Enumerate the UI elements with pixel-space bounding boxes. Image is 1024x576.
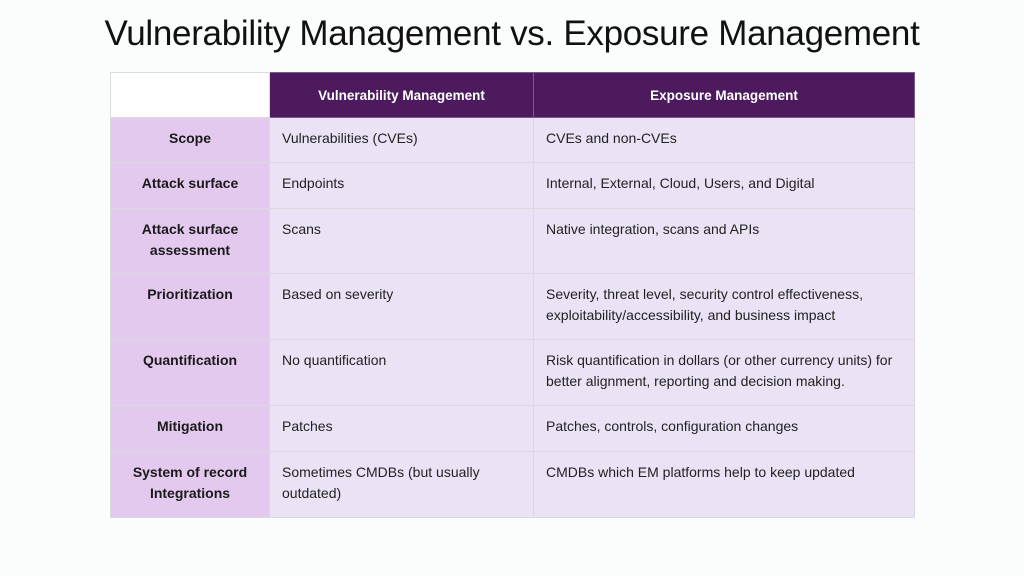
row-label-attack-surface: Attack surface	[110, 162, 270, 209]
table-row: Mitigation Patches Patches, controls, co…	[110, 405, 915, 452]
em-cell: Native integration, scans and APIs	[533, 208, 915, 274]
vm-cell: Sometimes CMDBs (but usually outdated)	[269, 451, 534, 518]
vm-cell: Patches	[269, 405, 534, 452]
comparison-table: Vulnerability Management Exposure Manage…	[110, 72, 915, 518]
table-row: Scope Vulnerabilities (CVEs) CVEs and no…	[110, 117, 915, 163]
em-cell: Severity, threat level, security control…	[533, 273, 915, 340]
header-vulnerability-management: Vulnerability Management	[269, 72, 534, 118]
header-corner	[110, 72, 270, 118]
table-row: System of record Integrations Sometimes …	[110, 451, 915, 518]
table-row: Prioritization Based on severity Severit…	[110, 273, 915, 340]
em-cell: CMDBs which EM platforms help to keep up…	[533, 451, 915, 518]
vm-cell: Scans	[269, 208, 534, 274]
table-header-row: Vulnerability Management Exposure Manage…	[110, 72, 915, 118]
row-label-prioritization: Prioritization	[110, 273, 270, 340]
vm-cell: No quantification	[269, 339, 534, 406]
em-cell: Risk quantification in dollars (or other…	[533, 339, 915, 406]
table-row: Quantification No quantification Risk qu…	[110, 339, 915, 406]
em-cell: Internal, External, Cloud, Users, and Di…	[533, 162, 915, 209]
page-title: Vulnerability Management vs. Exposure Ma…	[104, 14, 920, 53]
row-label-mitigation: Mitigation	[110, 405, 270, 452]
row-label-attack-surface-assessment: Attack surface assessment	[110, 208, 270, 274]
row-label-scope: Scope	[110, 117, 270, 163]
header-exposure-management: Exposure Management	[533, 72, 915, 118]
vm-cell: Endpoints	[269, 162, 534, 209]
row-label-system-of-record: System of record Integrations	[110, 451, 270, 518]
vm-cell: Based on severity	[269, 273, 534, 340]
table-row: Attack surface Endpoints Internal, Exter…	[110, 162, 915, 209]
row-label-quantification: Quantification	[110, 339, 270, 406]
em-cell: Patches, controls, configuration changes	[533, 405, 915, 452]
table-row: Attack surface assessment Scans Native i…	[110, 208, 915, 274]
em-cell: CVEs and non-CVEs	[533, 117, 915, 163]
vm-cell: Vulnerabilities (CVEs)	[269, 117, 534, 163]
